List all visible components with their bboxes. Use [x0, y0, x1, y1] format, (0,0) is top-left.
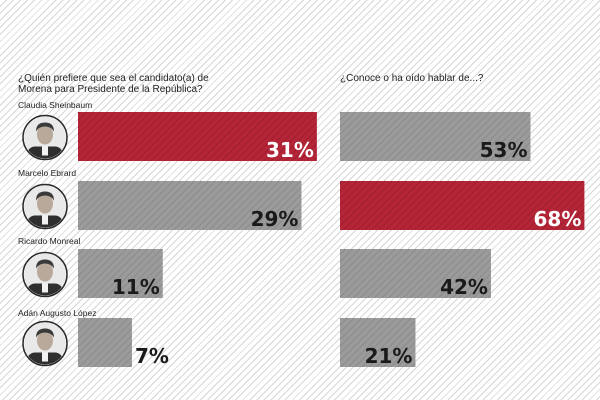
bar-highlight — [340, 181, 585, 230]
bar — [78, 181, 302, 230]
avatar-icon — [22, 183, 68, 230]
value-label: 68% — [534, 207, 582, 231]
bar — [78, 318, 132, 367]
avatar-icon — [22, 251, 68, 298]
chart-2-title: ¿Conoce o ha oído hablar de...? — [340, 73, 484, 84]
value-label: 21% — [365, 344, 413, 368]
candidate-name: Ricardo Monreal — [18, 236, 80, 246]
value-label: 7% — [135, 344, 169, 368]
avatar-icon — [22, 320, 68, 367]
bar — [340, 112, 531, 161]
value-label: 11% — [112, 275, 160, 299]
bar-highlight — [78, 112, 317, 161]
chart-1-title: ¿Quién prefiere que sea el candidato(a) … — [18, 73, 209, 95]
candidate-name: Adán Augusto López — [18, 308, 96, 318]
value-label: 31% — [266, 138, 314, 162]
bar — [340, 318, 416, 367]
avatar-icon — [22, 114, 68, 161]
candidate-name: Claudia Sheinbaum — [18, 100, 92, 110]
value-label: 42% — [440, 275, 488, 299]
bar — [78, 249, 163, 298]
candidate-name: Marcelo Ebrard — [18, 168, 76, 178]
value-label: 29% — [251, 207, 299, 231]
value-label: 53% — [480, 138, 528, 162]
bar — [340, 249, 491, 298]
